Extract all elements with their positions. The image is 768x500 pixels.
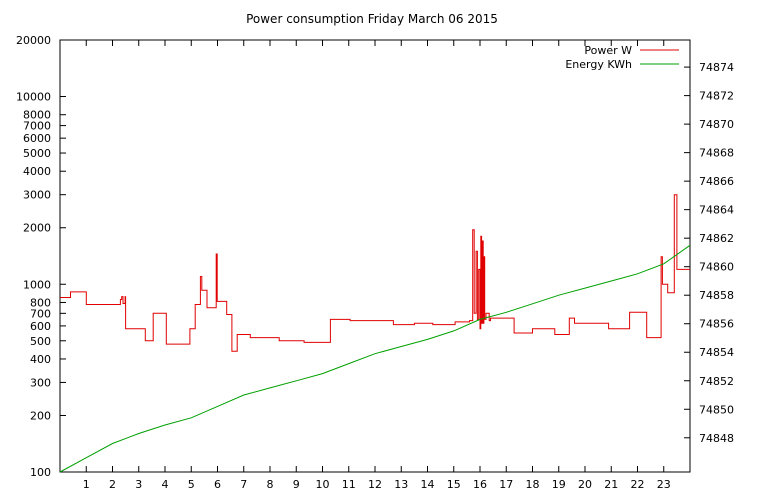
- y-right-tick-label: 74854: [699, 346, 734, 359]
- x-tick-label: 19: [552, 478, 566, 491]
- x-tick-label: 7: [240, 478, 247, 491]
- y-left-tick-label: 6000: [23, 132, 51, 145]
- y-left-tick-label: 100: [30, 466, 51, 479]
- chart-title: Power consumption Friday March 06 2015: [246, 12, 498, 26]
- y-left-tick-label: 400: [30, 353, 51, 366]
- series-layer: [59, 194, 691, 473]
- x-tick-label: 4: [162, 478, 169, 491]
- legend-label: Energy KWh: [565, 58, 632, 71]
- y-right-tick-label: 74848: [699, 432, 734, 445]
- y-left-tick-label: 7000: [23, 120, 51, 133]
- y-right-tick-label: 74850: [699, 403, 734, 416]
- x-tick-label: 15: [447, 478, 461, 491]
- x-tick-label: 10: [316, 478, 330, 491]
- x-tick-label: 17: [499, 478, 513, 491]
- y-left-tick-label: 800: [30, 296, 51, 309]
- x-tick-label: 8: [267, 478, 274, 491]
- y-left-tick-label: 20000: [16, 34, 51, 47]
- y-left-tick-label: 1000: [23, 278, 51, 291]
- x-tick-label: 20: [578, 478, 592, 491]
- x-tick-label: 11: [342, 478, 356, 491]
- y-right-tick-label: 74874: [699, 61, 734, 74]
- y-right-tick-label: 74868: [699, 147, 734, 160]
- y-left-tick-label: 3000: [23, 189, 51, 202]
- y-right-tick-label: 74856: [699, 318, 734, 331]
- y-left-tick-label: 4000: [23, 165, 51, 178]
- y-left-tick-label: 300: [30, 376, 51, 389]
- x-tick-label: 12: [368, 478, 382, 491]
- x-tick-label: 23: [657, 478, 671, 491]
- legend-label: Power W: [584, 44, 632, 57]
- x-tick-label: 14: [421, 478, 435, 491]
- x-tick-label: 6: [214, 478, 221, 491]
- x-tick-label: 22: [631, 478, 645, 491]
- series-line-energy-kwh: [59, 244, 691, 473]
- x-tick-label: 1: [83, 478, 90, 491]
- y-left-tick-label: 5000: [23, 147, 51, 160]
- y-axis-right: 74848 74850 74852 74854 74856 74858 74860 74862…: [684, 61, 734, 445]
- x-tick-label: 2: [109, 478, 116, 491]
- x-tick-label: 18: [526, 478, 540, 491]
- y-left-tick-label: 600: [30, 320, 51, 333]
- x-tick-label: 3: [135, 478, 142, 491]
- plot-frame: [59, 39, 691, 473]
- x-tick-label: 21: [604, 478, 618, 491]
- y-left-tick-label: 10000: [16, 91, 51, 104]
- y-left-tick-label: 8000: [23, 109, 51, 122]
- x-tick-label: 9: [293, 478, 300, 491]
- x-tick-label: 16: [473, 478, 487, 491]
- y-left-tick-label: 200: [30, 409, 51, 422]
- y-right-tick-label: 74860: [699, 261, 734, 274]
- y-right-tick-label: 74870: [699, 118, 734, 131]
- x-tick-label: 5: [188, 478, 195, 491]
- y-left-tick-label: 2000: [23, 222, 51, 235]
- y-right-tick-label: 74872: [699, 90, 734, 103]
- x-tick-label: 13: [394, 478, 408, 491]
- y-right-tick-label: 74866: [699, 175, 734, 188]
- y-right-tick-label: 74858: [699, 289, 734, 302]
- series-line-power-w: [60, 194, 690, 352]
- y-right-tick-label: 74862: [699, 232, 734, 245]
- y-left-tick-label: 500: [30, 335, 51, 348]
- y-left-tick-label: 700: [30, 307, 51, 320]
- x-axis: 1 2 3 4 5 6 7 8 9 10 11 12 13 14 15 16 17 18 19 20 21 22 23: [83, 40, 671, 491]
- y-right-tick-label: 74864: [699, 204, 734, 217]
- y-right-tick-label: 74852: [699, 375, 734, 388]
